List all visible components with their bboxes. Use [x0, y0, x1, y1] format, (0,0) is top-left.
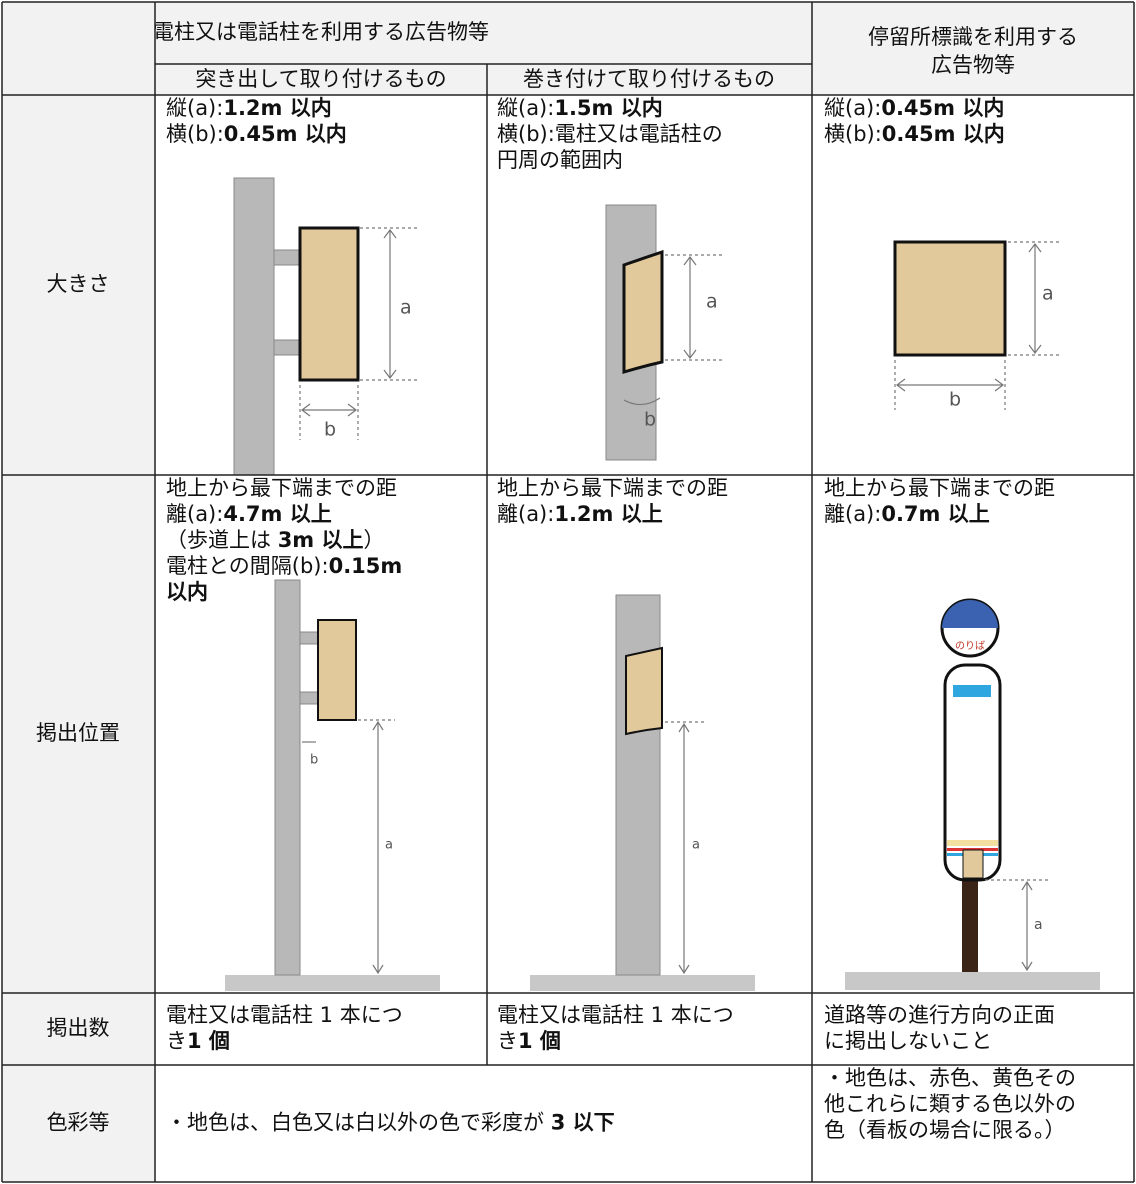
bold-text: 1.5m 以内	[554, 96, 662, 120]
text: 円周の範囲内	[497, 148, 623, 172]
text: き	[166, 1029, 187, 1053]
text: 縦(a):	[497, 96, 554, 120]
text: （歩道上は	[166, 528, 278, 552]
row-label: 掲出位置	[36, 721, 120, 745]
bold-text: 3m 以上	[278, 528, 364, 552]
text: 離(a):	[497, 502, 554, 526]
bus-header: 停留所標識を利用する	[868, 25, 1078, 49]
bus-header: 広告物等	[931, 53, 1015, 77]
row-label: 色彩等	[47, 1111, 110, 1135]
text: 電柱又は電話柱 1 本につ	[497, 1003, 734, 1027]
text: き	[497, 1029, 518, 1053]
cell-text: 以内	[166, 580, 208, 604]
cell-text: ・地色は、赤色、黄色その	[824, 1066, 1076, 1090]
bold-text: 0.7m 以上	[881, 502, 989, 526]
text: 他これらに類する色以外の	[824, 1092, 1076, 1116]
cell-text: に掲出しないこと	[824, 1029, 992, 1053]
text: ・地色は、赤色、黄色その	[824, 1066, 1076, 1090]
cell-text: 縦(a):1.2m 以内	[166, 96, 332, 120]
bold-text: 1 個	[187, 1029, 230, 1053]
cell-text: 横(b):0.45m 以内	[166, 122, 347, 146]
cell-text: ・地色は、白色又は白以外の色で彩度が 3 以下	[166, 1111, 615, 1135]
group-header: 電柱又は電話柱を利用する広告物等	[153, 20, 489, 44]
cell-text: 横(b):0.45m 以内	[824, 122, 1005, 146]
diagram-label: a	[1042, 283, 1054, 305]
cell-text: 離(a):4.7m 以上	[166, 502, 332, 526]
diagram-label: b	[310, 753, 318, 768]
diagram-wrapped-position: a	[530, 594, 755, 991]
text: 横(b):	[166, 122, 224, 146]
text: 地上から最下端までの距	[824, 476, 1055, 500]
text: 離(a):	[824, 502, 881, 526]
cell-text: 離(a):0.7m 以上	[824, 502, 990, 526]
sub-header: 巻き付けて取り付けるもの	[523, 67, 775, 91]
bold-text: 0.45m 以内	[882, 122, 1005, 146]
diagram-bus-size: a b	[893, 240, 1060, 411]
bold-text: 4.7m 以上	[223, 502, 331, 526]
bold-text: 3 以下	[551, 1111, 615, 1135]
bold-text: 0.45m 以内	[881, 96, 1004, 120]
text: 縦(a):	[166, 96, 223, 120]
bold-text: 0.15m	[329, 554, 403, 578]
diagram-label: b	[324, 419, 336, 441]
text: 電柱との間隔(b):	[166, 554, 329, 578]
bold-text: 1 個	[518, 1029, 561, 1053]
text: 横(b):電柱又は電話柱の	[497, 122, 723, 146]
sub-header: 突き出して取り付けるもの	[195, 67, 446, 91]
bold-text: 1.2m 以上	[554, 502, 662, 526]
cell-text: 円周の範囲内	[497, 148, 623, 172]
text: 道路等の進行方向の正面	[824, 1003, 1055, 1027]
text: ）	[364, 528, 385, 552]
cell-text: 縦(a):1.5m 以内	[497, 96, 663, 120]
cell-text: 電柱又は電話柱 1 本につ	[166, 1003, 403, 1027]
stop-sign-label: のりば	[955, 640, 985, 652]
cell-text: 離(a):1.2m 以上	[497, 502, 663, 526]
diagram-label: b	[949, 389, 961, 411]
diagram-protruding-size: a b	[233, 177, 418, 476]
cell-text: 電柱との間隔(b):0.15m	[166, 554, 402, 578]
row-label: 大きさ	[47, 272, 110, 296]
cell-text: き1 個	[497, 1029, 561, 1053]
bold-text: 0.45m 以内	[224, 122, 347, 146]
diagram-label: a	[385, 838, 393, 853]
text: 縦(a):	[824, 96, 881, 120]
text: 色（看板の場合に限る。）	[824, 1118, 1066, 1142]
bold-text: 1.2m 以内	[223, 96, 331, 120]
text: に掲出しないこと	[824, 1029, 992, 1053]
cell-text: 色（看板の場合に限る。）	[824, 1118, 1066, 1142]
bold-text: 以内	[166, 580, 208, 604]
text: 地上から最下端までの距	[166, 476, 397, 500]
diagram-label: b	[644, 409, 656, 431]
cell-text: 横(b):電柱又は電話柱の	[497, 122, 723, 146]
diagram-label: a	[400, 297, 412, 319]
cell-text: 他これらに類する色以外の	[824, 1092, 1076, 1116]
cell-text: き1 個	[166, 1029, 230, 1053]
diagram-label: a	[692, 838, 700, 853]
cell-text: 縦(a):0.45m 以内	[824, 96, 1004, 120]
diagram-protruding-position: a b	[225, 579, 440, 991]
cell-text: 電柱又は電話柱 1 本につ	[497, 1003, 734, 1027]
cell-text: 地上から最下端までの距	[166, 476, 397, 500]
text: 地上から最下端までの距	[497, 476, 728, 500]
cell-text: 地上から最下端までの距	[497, 476, 728, 500]
cell-text: （歩道上は 3m 以上）	[166, 528, 385, 552]
diagram-label: a	[706, 291, 718, 313]
text: 電柱又は電話柱 1 本につ	[166, 1003, 403, 1027]
diagram-bus-position: のりば a	[845, 598, 1100, 990]
diagram-label: a	[1034, 917, 1043, 933]
text: 横(b):	[824, 122, 882, 146]
cell-text: 道路等の進行方向の正面	[824, 1003, 1055, 1027]
row-label: 掲出数	[47, 1016, 110, 1040]
diagram-wrapped-size: a b	[605, 204, 722, 461]
cell-text: 地上から最下端までの距	[824, 476, 1055, 500]
text: 離(a):	[166, 502, 223, 526]
text: ・地色は、白色又は白以外の色で彩度が	[166, 1111, 551, 1135]
